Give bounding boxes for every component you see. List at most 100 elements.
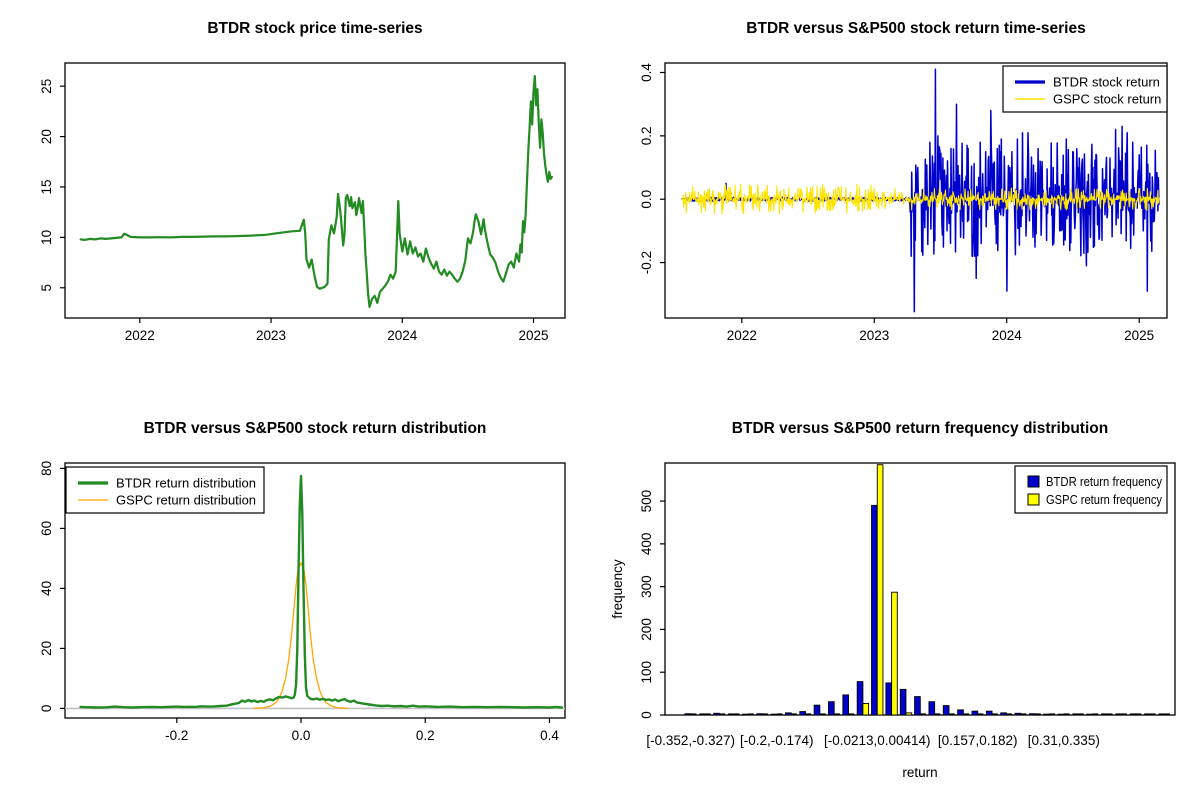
- x-tick-label: 2025: [1124, 328, 1154, 343]
- btdr-bar: [828, 701, 835, 716]
- btdr-bar: [741, 713, 749, 716]
- plot-box: [664, 62, 1168, 319]
- gspc-bar-zero: [834, 713, 840, 715]
- btdr-bar-zero: [1129, 713, 1136, 715]
- gspc-bar-zero: [762, 713, 769, 715]
- y-tick-label: 80: [39, 461, 54, 476]
- x-tick-label: -0.2: [165, 728, 188, 743]
- y-tick-label: 300: [639, 575, 654, 598]
- legend: BTDR stock return GSPC stock return: [1002, 65, 1168, 113]
- plot-box: [64, 462, 566, 719]
- panel-return-distribution: BTDR versus S&P500 stock return distribu…: [0, 400, 600, 800]
- btdr-bar: [957, 709, 964, 716]
- gspc-bar-zero: [705, 713, 711, 715]
- legend-box: [65, 466, 265, 514]
- frequency-chart-title: BTDR versus S&P500 return frequency dist…: [732, 420, 1108, 437]
- btdr-bar: [1028, 713, 1036, 716]
- gspc-bar-zero: [791, 713, 797, 715]
- x-tick-label: 2023: [256, 328, 286, 343]
- gspc-bar-zero: [1035, 713, 1041, 715]
- btdr-bar-zero: [699, 713, 706, 715]
- y-tick-label: 5: [39, 284, 54, 292]
- btdr-bar-zero: [728, 713, 734, 715]
- gspc-bar-zero: [1092, 713, 1099, 715]
- legend-swatch-square: [1027, 493, 1040, 506]
- y-tick-label: 25: [39, 79, 54, 94]
- btdr-bar: [985, 710, 993, 716]
- btdr-bar: [799, 711, 806, 716]
- legend-box: [1014, 465, 1168, 514]
- y-tick-label: 20: [39, 129, 54, 144]
- gspc-bar: [876, 464, 884, 716]
- distribution-chart-title: BTDR versus S&P500 stock return distribu…: [144, 420, 487, 437]
- y-tick-label: 0: [639, 711, 654, 719]
- gspc-return-line: [681, 183, 1160, 215]
- btdr-bar: [813, 704, 821, 716]
- btdr-bar: [871, 504, 878, 716]
- bin-label: [-0.2,-0.174): [740, 733, 814, 748]
- legend-entry-label: GSPC return frequency: [1046, 492, 1162, 507]
- btdr-price-line: [79, 74, 554, 308]
- gspc-bar-zero: [848, 713, 855, 715]
- return-chart-title: BTDR versus S&P500 stock return time-ser…: [746, 20, 1085, 37]
- return-timeseries-chart: BTDR versus S&P500 stock return time-ser…: [639, 20, 1168, 343]
- btdr-bar: [684, 713, 692, 716]
- gspc-bar-zero: [1149, 713, 1156, 715]
- x-tick-label: 0.2: [416, 728, 435, 743]
- btdr-bar: [756, 713, 763, 716]
- legend-entry-label: BTDR stock return: [1053, 75, 1160, 90]
- gspc-bar-zero: [963, 713, 970, 715]
- y-axis-title: frequency: [610, 559, 625, 619]
- x-tick-label: 2022: [727, 328, 757, 343]
- y-tick-label: 10: [39, 230, 54, 245]
- gspc-bar-zero: [1164, 713, 1170, 715]
- x-tick-label: 2022: [125, 328, 155, 343]
- y-tick-label: 500: [639, 490, 654, 513]
- btdr-bar-zero: [1144, 713, 1150, 715]
- y-tick-label: -0.2: [639, 251, 654, 274]
- plot-box: [64, 62, 566, 319]
- y-tick-label: 0.2: [639, 126, 654, 145]
- legend-entry-label: BTDR return distribution: [116, 476, 256, 491]
- btdr-bar: [928, 701, 936, 716]
- y-tick-label: 40: [39, 581, 54, 596]
- x-tick-label: 2024: [387, 328, 418, 343]
- btdr-bar: [971, 710, 979, 716]
- btdr-bar: [885, 682, 893, 716]
- gspc-bar-zero: [934, 713, 941, 715]
- btdr-density-curve: [79, 474, 564, 709]
- btdr-bar-zero: [1072, 713, 1079, 715]
- gspc-bar-zero: [776, 713, 783, 715]
- gspc-bar-zero: [1106, 713, 1113, 715]
- btdr-bar: [899, 688, 907, 716]
- gspc-bar-zero: [719, 713, 726, 715]
- legend-swatch-square: [1027, 475, 1040, 488]
- gspc-bar-zero: [1135, 713, 1142, 715]
- gspc-bar-zero: [1006, 713, 1013, 715]
- return-frequency-chart: BTDR versus S&P500 return frequency dist…: [610, 420, 1176, 780]
- y-tick-label: 0: [39, 705, 54, 713]
- gspc-bar-zero: [690, 713, 697, 715]
- y-tick-label: 15: [39, 179, 54, 194]
- gspc-bar-zero: [949, 713, 955, 715]
- gspc-bar-zero: [748, 713, 754, 715]
- bin-label: [-0.0213,0.00414): [824, 733, 931, 748]
- legend-box: [1002, 65, 1168, 113]
- btdr-bar-zero: [1115, 713, 1122, 715]
- btdr-bar-zero: [1101, 713, 1107, 715]
- y-tick-label: 100: [639, 661, 654, 684]
- btdr-bar-zero: [1158, 713, 1165, 715]
- gspc-bar-zero: [805, 713, 812, 715]
- gspc-bar-zero: [992, 713, 998, 715]
- price-chart-title: BTDR stock price time-series: [207, 20, 422, 37]
- bin-label: [-0.352,-0.327): [646, 733, 735, 748]
- btdr-bar: [856, 681, 864, 716]
- x-axis-title: return: [902, 765, 937, 780]
- gspc-bar: [891, 591, 898, 716]
- gspc-bar-zero: [1049, 713, 1056, 715]
- y-tick-label: 400: [639, 533, 654, 556]
- x-tick-label: 0.0: [292, 728, 311, 743]
- panel-return-frequency: BTDR versus S&P500 return frequency dist…: [600, 400, 1200, 800]
- x-tick-label: 2024: [992, 328, 1023, 343]
- legend: BTDR return distribution GSPC return dist…: [65, 466, 265, 514]
